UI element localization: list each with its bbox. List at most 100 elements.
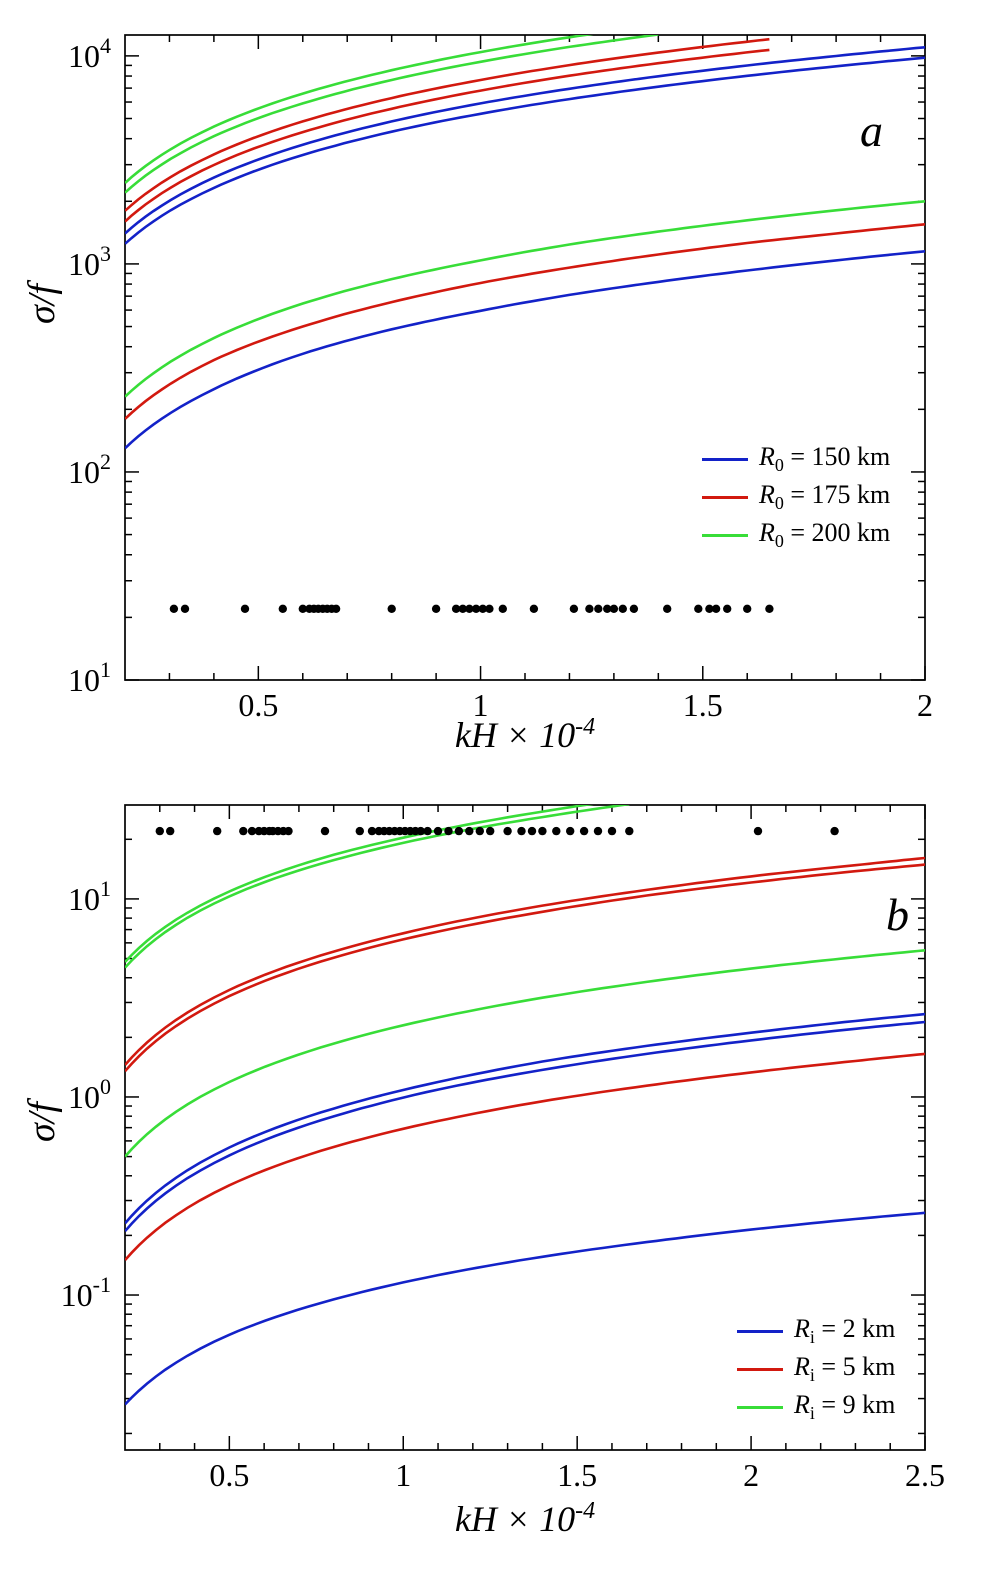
x-tick-label: 0.5: [238, 687, 278, 723]
legend-line-swatch: [737, 1367, 783, 1371]
x-tick-label: 0.5: [209, 1457, 249, 1493]
observation-dot: [471, 604, 481, 613]
y-axis-label-b: σ/f: [21, 1102, 63, 1142]
legend-a: R0 = 150 km R0 = 175 km R0 = 200 km: [702, 440, 890, 554]
observation-dot: [444, 826, 453, 836]
curve-R0-175km-pair-upper: [125, 37, 770, 212]
x-tick-label: 2: [743, 1457, 759, 1493]
observation-dot: [155, 826, 164, 836]
curve-R0-200km-pair-lower: [125, 35, 659, 194]
observation-dot: [538, 826, 547, 836]
y-tick-label: 100: [68, 1074, 111, 1115]
observation-dot: [723, 604, 732, 613]
observation-dot: [569, 604, 579, 613]
y-tick-label: 102: [68, 449, 111, 490]
curve-Ri-2km-single: [125, 1211, 925, 1406]
legend-item-label: Ri = 9 km: [794, 1389, 896, 1424]
y-tick-label: 103: [68, 241, 111, 282]
observation-dot: [298, 604, 307, 613]
observation-dot: [593, 826, 603, 836]
y-tick-label: 101: [68, 876, 111, 917]
axis-ticks: [125, 805, 926, 1450]
observation-dot: [552, 826, 561, 836]
legend-line-swatch: [737, 1405, 783, 1409]
panel-b: 0.5 1 1.5 2 2.5 10-1 100 101 σ/f kH × 10-4 b Ri…: [0, 770, 984, 1583]
legend-line-swatch: [702, 495, 748, 499]
observation-dot: [663, 604, 672, 613]
legend-item-label: R0 = 175 km: [759, 479, 891, 514]
x-tick-label: 1.5: [557, 1457, 597, 1493]
observation-dot: [625, 826, 634, 836]
observation-dot: [355, 826, 364, 836]
panel-b-chart: 0.5 1 1.5 2 2.5 10-1 100 101: [61, 804, 945, 1493]
observation-dot: [475, 826, 484, 836]
observation-dot: [485, 604, 494, 613]
observation-dot: [423, 826, 432, 836]
legend-item-label: R0 = 200 km: [759, 517, 891, 552]
observation-dot: [458, 604, 467, 613]
legend-b: Ri = 2 km Ri = 5 km Ri = 9 km: [737, 1312, 895, 1426]
observation-dot: [594, 604, 603, 613]
observation-dot: [320, 826, 330, 836]
plot-area-b: 0.5 1 1.5 2 2.5 10-1 100 101: [61, 804, 945, 1493]
observation-dot: [451, 604, 461, 613]
observation-dots: [155, 826, 839, 836]
observation-dot: [240, 604, 250, 613]
observation-dot: [367, 826, 377, 836]
curve-R0-175km-pair-lower: [125, 48, 770, 223]
panel-letter-b: b: [886, 889, 909, 940]
observation-dot: [585, 604, 594, 613]
axis-frame: [124, 34, 926, 681]
legend-line-swatch: [702, 533, 748, 537]
observation-dot: [416, 826, 425, 836]
x-tick-label: 1: [395, 1457, 411, 1493]
curve-Ri-9km-pair-lower: [125, 805, 630, 969]
observation-dot: [566, 826, 575, 836]
legend-line-swatch: [737, 1329, 783, 1333]
legend-item: Ri = 9 km: [737, 1388, 895, 1426]
x-tick-label: 1.5: [683, 687, 723, 723]
observation-dot: [603, 604, 612, 613]
legend-line-swatch: [702, 457, 748, 461]
y-tick-label: 104: [68, 33, 111, 74]
curve-Ri-9km-single: [125, 949, 925, 1158]
legend-item: R0 = 150 km: [702, 440, 890, 478]
observation-dot: [517, 826, 526, 836]
observation-dot: [711, 604, 721, 613]
curve-Ri-2km-pair-upper: [125, 1012, 925, 1225]
curve-Ri-5km-single: [125, 1052, 925, 1261]
observation-dot: [498, 604, 507, 613]
panel-a: 0.5 1 1.5 2 101 102 103 104 σ/f kH × 10-4 a R0 …: [0, 0, 984, 770]
observation-dot: [180, 604, 190, 613]
x-tick-label: 2: [917, 687, 933, 723]
y-tick-label: 101: [68, 657, 111, 698]
legend-item-label: R0 = 150 km: [759, 441, 891, 476]
legend-item-label: Ri = 2 km: [794, 1313, 896, 1348]
observation-dot: [486, 826, 495, 836]
observation-dot: [465, 826, 474, 836]
curve-R0-150km-pair-lower: [125, 56, 925, 245]
x-tick-label: 2.5: [905, 1457, 945, 1493]
observation-dot: [387, 604, 396, 613]
curve-Ri-5km-pair-upper: [125, 856, 925, 1066]
observation-dot: [765, 604, 774, 613]
observation-dot: [433, 826, 443, 836]
observation-dot: [431, 604, 441, 613]
legend-item: Ri = 2 km: [737, 1312, 895, 1350]
curve-R0-200km-pair-upper: [125, 35, 594, 184]
observation-dot: [278, 604, 287, 613]
observation-dot: [465, 604, 474, 613]
curve-Ri-2km-pair-lower: [125, 1020, 925, 1233]
observation-dot: [478, 604, 487, 613]
observation-dot: [618, 604, 627, 613]
curve-R0-150km-single: [125, 250, 925, 450]
observation-dot: [239, 826, 248, 836]
observation-dot: [629, 604, 639, 613]
curve-Ri-9km-pair-upper: [125, 805, 594, 963]
observation-dot: [213, 826, 222, 836]
observation-dot: [503, 826, 512, 836]
panel-a-chart: 0.5 1 1.5 2 101 102 103 104: [68, 33, 933, 723]
observation-dot: [753, 826, 763, 836]
x-axis-label-b: kH × 10-4: [454, 1498, 596, 1539]
observation-dot: [284, 826, 293, 836]
